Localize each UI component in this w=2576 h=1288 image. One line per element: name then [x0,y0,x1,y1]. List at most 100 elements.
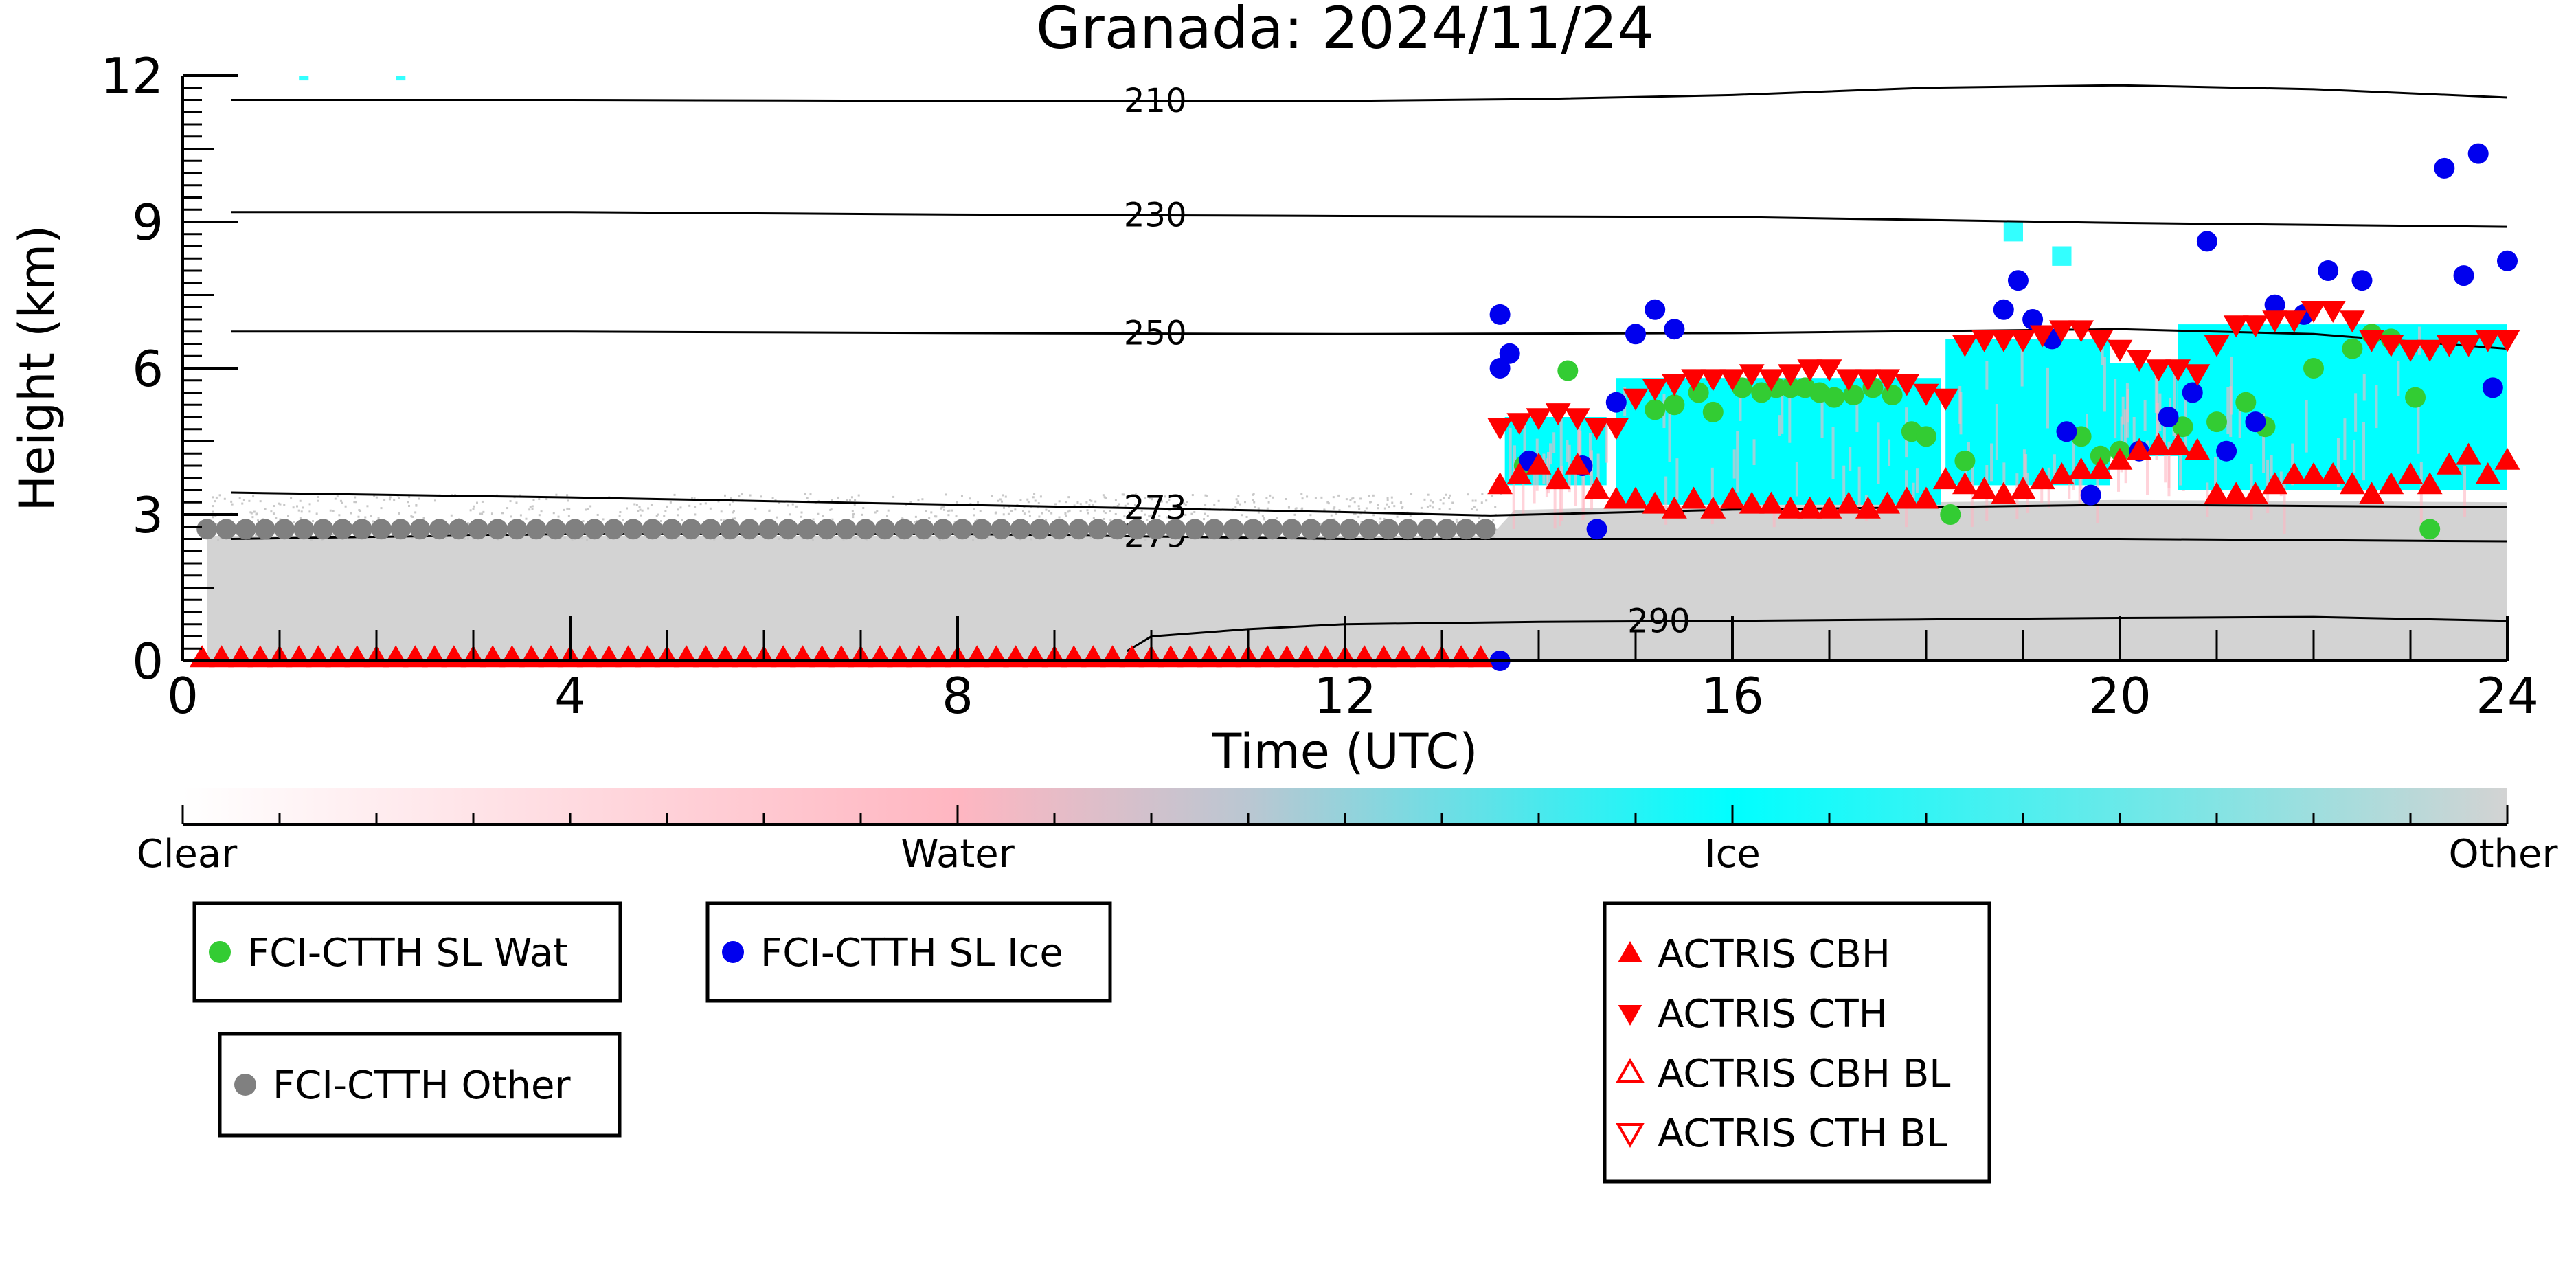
fci-ctth-sl-wat-point [2172,416,2193,438]
other-speckle [607,537,609,540]
other-speckle [892,495,895,498]
other-speckle [940,506,943,509]
fci-ctth-sl-wat-point [1940,504,1961,525]
other-speckle [1396,515,1399,518]
mixed-streak [1553,482,1557,529]
other-speckle [310,538,313,541]
other-speckle [212,505,214,508]
other-speckle [1088,504,1091,506]
other-speckle [1076,501,1079,504]
other-speckle [1420,506,1423,509]
colorbar-label-clear: Clear [137,832,238,877]
other-speckle [1471,499,1474,502]
other-speckle [1372,514,1375,517]
fci-ctth-other-point [1262,519,1283,540]
other-speckle [787,504,790,507]
other-speckle [669,501,672,504]
fci-ctth-other-point [1204,519,1225,540]
fci-ctth-other-point [603,519,624,540]
other-speckle [473,505,475,508]
other-speckle [734,517,736,520]
other-speckle [1352,497,1355,499]
ice-wisp [396,76,406,81]
other-speckle [332,510,335,512]
other-speckle [212,510,214,513]
other-speckle [1323,508,1326,511]
actris-cth-point [2456,335,2481,357]
other-speckle [1275,517,1278,519]
mixed-streak [2121,396,2125,425]
other-speckle [1144,539,1147,541]
other-speckle [338,514,341,517]
other-speckle [851,510,854,512]
other-speckle [738,495,741,498]
mixed-streak [2283,482,2286,534]
actris-cth-point [1719,369,1745,392]
other-speckle [1439,499,1442,501]
fci-ctth-other-point [1320,519,1341,540]
other-speckle [317,495,319,498]
other-speckle [528,508,531,511]
other-speckle [1391,501,1394,504]
other-speckle [472,507,475,510]
fci-ctth-other-point [371,519,392,540]
other-speckle [1045,519,1048,521]
isoline-290 [1126,615,2507,653]
other-speckle [1171,495,1173,498]
actris-cth-point [2359,330,2384,352]
other-speckle [212,496,214,499]
other-speckle [979,510,982,512]
actris-cbh-point [2146,433,2171,455]
other-speckle [694,513,697,516]
actris-cbh-point [1545,467,1571,490]
other-speckle [1048,510,1050,512]
other-speckle [557,515,560,518]
other-speckle [1333,506,1336,509]
isoline-label-250: 250 [1124,314,1187,352]
other-speckle [1266,507,1269,510]
mixed-streak [2270,455,2273,477]
other-speckle [1377,507,1379,510]
other-speckle [1038,515,1041,518]
fci-ctth-sl-ice-point [2453,265,2474,286]
actris-cbh-point [1526,452,1552,475]
other-speckle [1033,493,1036,495]
other-speckle [1309,514,1312,517]
fci-ctth-other-point [506,519,528,540]
actris-cth-point [1835,369,1862,392]
other-speckle [308,503,311,506]
fci-ctth-other-point [1456,519,1477,540]
other-speckle [1102,494,1105,497]
mixed-streak [2002,462,2006,489]
other-speckle [275,517,278,519]
colorbar-label-ice: Ice [1704,832,1761,877]
legend-label: ACTRIS CBH [1658,932,1890,977]
fci-ctth-other-point [719,519,741,540]
colorbar-label-other: Other [2448,832,2558,877]
actris-cth-point [2262,310,2287,333]
other-speckle [1399,501,1402,504]
fci-ctth-other-point [1359,519,1380,540]
mixed-streak [1995,404,1998,460]
mixed-streak [2362,422,2366,481]
other-speckle [1148,497,1151,499]
other-speckle [287,515,290,517]
other-speckle [641,509,644,512]
other-speckle [525,517,528,520]
axes: 0 3 6 9 12 0 4 8 12 16 20 24 [100,47,2538,725]
other-speckle [925,510,927,512]
other-speckle [1455,521,1458,523]
actris-cbh-point [1835,491,1862,514]
actris-cth-point [2281,310,2307,333]
other-speckle [1230,538,1233,541]
other-speckle [619,511,622,514]
other-speckle [380,507,383,510]
legend-marker [1618,941,1642,962]
actris-cth-point [2223,315,2249,338]
other-speckle [1474,499,1477,502]
mixed-streak [1958,385,1962,424]
legend-label: ACTRIS CTH [1658,992,1888,1037]
other-speckle [969,497,971,500]
other-speckle [481,512,484,515]
other-speckle [1092,517,1095,519]
